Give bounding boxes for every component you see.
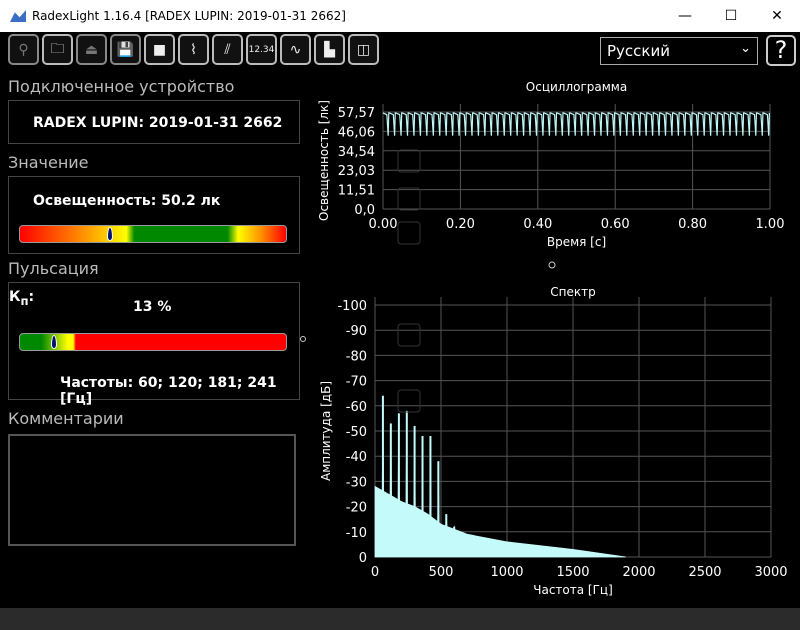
y-tick-label: -100: [337, 299, 367, 314]
x-tick-label: 0.60: [601, 217, 630, 232]
y-axis-label: Освещенность [лк]: [317, 100, 331, 221]
x-tick-label: 1000: [490, 565, 523, 580]
chart-zoom-button: [397, 221, 421, 245]
y-tick-label: -80: [346, 349, 367, 364]
pulsation-percent: 13 %: [133, 299, 172, 315]
save-button[interactable]: 💾: [110, 34, 141, 65]
illuminance-value: Освещенность: 50.2 лк: [33, 193, 221, 209]
x-tick-label: 2000: [622, 565, 655, 580]
comments-label: Комментарии: [8, 409, 124, 428]
minimize-button[interactable]: —: [678, 8, 692, 24]
layout-button[interactable]: ◫: [348, 34, 379, 65]
eject-icon: ⏏: [84, 41, 99, 58]
y-tick-label: -20: [346, 501, 367, 516]
y-tick-label: -50: [346, 425, 367, 440]
chart-zoom-button: [397, 389, 421, 413]
layout-icon: ◫: [356, 41, 371, 58]
value-label: Значение: [8, 153, 89, 172]
search-icon: ⚲: [18, 41, 29, 58]
language-value: Русский: [607, 42, 670, 60]
x-tick-label: 2500: [688, 565, 721, 580]
chart-zoom-button: [397, 323, 421, 347]
illuminance-scale: [19, 225, 287, 243]
x-axis-label: Частота [Гц]: [533, 583, 613, 597]
y-tick-label: -60: [346, 400, 367, 415]
x-tick-label: 0: [371, 565, 379, 580]
spectrum-area: [374, 395, 626, 558]
stop-icon: ■: [152, 41, 167, 58]
y-tick-label: -30: [346, 475, 367, 490]
waveform-icon: ∿: [289, 41, 302, 58]
splitter-handle[interactable]: [300, 336, 306, 342]
y-tick-label: -90: [346, 324, 367, 339]
status-bar: [0, 608, 800, 630]
device-panel: RADEX LUPIN: 2019-01-31 2662: [8, 100, 300, 144]
chart-zoom-button: [397, 187, 421, 211]
calibrate-icon: ⫽: [224, 41, 231, 58]
value-display-button[interactable]: 12.34: [246, 34, 277, 65]
y-tick-label: 0: [359, 551, 367, 566]
oscillogram-button[interactable]: ⌇: [178, 34, 209, 65]
chevron-down-icon: ⌄: [740, 41, 751, 56]
title-bar: RadexLight 1.16.4 [RADEX LUPIN: 2019-01-…: [0, 0, 800, 32]
y-tick-label: 11,51: [338, 184, 375, 199]
x-tick-label: 3000: [754, 565, 787, 580]
help-button[interactable]: ?: [766, 35, 796, 66]
pulsation-label: Пульсация: [8, 259, 99, 278]
y-axis-label: Амплитуда [дБ]: [319, 381, 333, 481]
x-tick-label: 1.00: [756, 217, 785, 232]
splitter-handle: [548, 261, 556, 269]
y-tick-label: 0,0: [354, 203, 375, 218]
device-label: Подключенное устройство: [8, 77, 235, 96]
pulsation-marker: [50, 335, 57, 349]
search-button[interactable]: ⚲: [8, 34, 39, 65]
save-icon: 💾: [116, 41, 135, 58]
value-display-icon: 12.34: [248, 44, 275, 55]
kp-label: Кп:: [9, 289, 35, 308]
app-icon: [10, 10, 26, 22]
pulsation-scale: [19, 333, 287, 351]
open-folder-icon: 🗀: [50, 40, 65, 57]
y-tick-label: 34,54: [338, 145, 375, 160]
comments-input[interactable]: [8, 434, 296, 546]
chart-title: Осциллограмма: [526, 80, 627, 94]
toolbar: ⚲ 🗀 ⏏ 💾 ■ ⌇ ⫽ 12.34 ∿ ▙ ◫: [8, 34, 379, 65]
calibrate-button[interactable]: ⫽: [212, 34, 243, 65]
x-tick-label: 0.80: [678, 217, 707, 232]
open-folder-button[interactable]: 🗀: [42, 34, 73, 65]
oscillogram-series: [382, 112, 770, 136]
chart-zoom-button: [397, 149, 421, 173]
device-name: RADEX LUPIN: 2019-01-31 2662: [33, 115, 283, 131]
y-tick-label: -70: [346, 375, 367, 390]
x-tick-label: 500: [429, 565, 454, 580]
x-tick-label: 0.00: [369, 217, 398, 232]
x-tick-label: 1500: [556, 565, 589, 580]
value-panel: Освещенность: 50.2 лк: [8, 176, 300, 254]
x-tick-label: 0.20: [446, 217, 475, 232]
oscillogram-icon: ⌇: [190, 41, 197, 58]
y-tick-label: -10: [346, 526, 367, 541]
y-tick-label: 46,06: [338, 125, 375, 140]
close-button[interactable]: ✕: [771, 8, 783, 24]
x-axis-label: Время [с]: [547, 235, 606, 249]
spectrum-button[interactable]: ▙: [314, 34, 345, 65]
maximize-button[interactable]: ☐: [724, 8, 738, 24]
spectrum-icon: ▙: [324, 41, 335, 58]
chart-title: Спектр: [550, 285, 595, 299]
y-tick-label: -40: [346, 450, 367, 465]
y-tick-label: 57,57: [338, 106, 375, 121]
y-tick-label: 23,03: [338, 164, 375, 179]
language-select[interactable]: Русский ⌄: [600, 37, 758, 65]
pulsation-panel: Кп: 13 % Частоты: 60; 120; 181; 241 [Гц]: [8, 282, 300, 407]
eject-button[interactable]: ⏏: [76, 34, 107, 65]
stop-button[interactable]: ■: [144, 34, 175, 65]
x-tick-label: 0.40: [523, 217, 552, 232]
pulsation-frequencies: Частоты: 60; 120; 181; 241 [Гц]: [60, 375, 277, 407]
illuminance-marker: [107, 227, 114, 241]
window-title: RadexLight 1.16.4 [RADEX LUPIN: 2019-01-…: [32, 9, 346, 23]
waveform-button[interactable]: ∿: [280, 34, 311, 65]
